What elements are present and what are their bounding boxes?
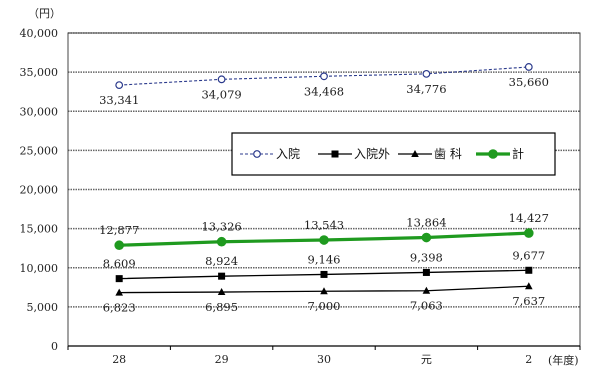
data-point-outpatient bbox=[320, 270, 328, 278]
x-tick-label: 30 bbox=[317, 353, 331, 366]
data-point-total bbox=[114, 240, 124, 251]
data-label-total: 13,864 bbox=[406, 216, 446, 230]
data-point-total bbox=[421, 232, 432, 243]
data-point-dental bbox=[525, 282, 533, 290]
data-label-inpatient: 33,341 bbox=[99, 93, 139, 107]
data-label-outpatient: 9,677 bbox=[512, 248, 545, 262]
data-point-outpatient bbox=[525, 266, 533, 274]
series-dental bbox=[115, 282, 533, 296]
data-point-total bbox=[319, 235, 329, 245]
data-label-total: 12,877 bbox=[99, 223, 139, 237]
data-point-dental bbox=[320, 287, 328, 295]
y-tick-label: 5,000 bbox=[27, 301, 59, 314]
legend-label-outpatient: 入院外 bbox=[354, 147, 390, 161]
data-point-inpatient bbox=[115, 81, 124, 90]
legend-marker-inpatient bbox=[253, 150, 261, 158]
y-tick-label: 10,000 bbox=[20, 262, 59, 275]
legend: 入院 入院外 歯 科 計 bbox=[231, 132, 556, 176]
data-point-inpatient bbox=[217, 75, 226, 84]
data-label-dental: 7,063 bbox=[410, 299, 443, 313]
data-label-dental: 6,895 bbox=[205, 300, 238, 314]
data-label-inpatient: 34,468 bbox=[304, 84, 344, 98]
data-label-dental: 6,823 bbox=[103, 301, 136, 315]
data-label-inpatient: 34,079 bbox=[201, 87, 241, 101]
data-point-inpatient bbox=[320, 72, 328, 81]
legend-marker-outpatient bbox=[331, 150, 339, 158]
series-inpatient bbox=[115, 63, 533, 90]
x-tick-label: 28 bbox=[112, 353, 126, 366]
axes: 0 5,000 10,000 15,000 20,000 25,000 30,000 35,0… bbox=[20, 27, 581, 366]
data-label-dental: 7,000 bbox=[308, 299, 341, 313]
legend-item-dental: 歯 科 bbox=[398, 147, 462, 161]
y-tick-label: 30,000 bbox=[20, 105, 59, 118]
y-tick-label: 25,000 bbox=[20, 144, 59, 157]
data-point-inpatient bbox=[524, 63, 533, 71]
legend-marker-dental bbox=[411, 150, 419, 157]
legend-item-outpatient: 入院外 bbox=[318, 147, 390, 161]
y-tick-label: 15,000 bbox=[20, 223, 59, 236]
data-point-outpatient bbox=[115, 275, 123, 283]
data-label-inpatient: 35,660 bbox=[509, 75, 549, 89]
data-point-total bbox=[216, 236, 227, 247]
data-point-inpatient bbox=[422, 69, 431, 78]
legend-marker-total bbox=[488, 149, 498, 159]
legend-label-dental: 歯 科 bbox=[434, 147, 462, 161]
series-outpatient bbox=[115, 266, 533, 283]
y-axis-unit-label: （円） bbox=[28, 7, 61, 20]
data-label-total: 13,326 bbox=[201, 220, 241, 234]
data-point-dental bbox=[217, 288, 226, 296]
legend-label-inpatient: 入院 bbox=[276, 147, 300, 161]
data-point-dental bbox=[115, 288, 123, 296]
data-point-dental bbox=[422, 286, 431, 294]
y-tick-label: 35,000 bbox=[20, 66, 59, 79]
x-axis-unit-label: (年度) bbox=[548, 353, 579, 367]
y-tick-label: 40,000 bbox=[20, 27, 59, 40]
legend-item-total: 計 bbox=[476, 146, 524, 161]
data-point-total bbox=[524, 228, 534, 238]
data-label-dental: 7,637 bbox=[512, 294, 545, 308]
y-tick-label: 20,000 bbox=[20, 184, 59, 197]
data-label-total: 14,427 bbox=[509, 211, 549, 225]
data-label-outpatient: 9,146 bbox=[308, 252, 341, 266]
y-tick-label: 0 bbox=[51, 340, 58, 353]
data-label-outpatient: 8,924 bbox=[205, 254, 238, 268]
data-label-outpatient: 9,398 bbox=[410, 250, 443, 264]
data-point-outpatient bbox=[218, 272, 226, 280]
series-total bbox=[114, 228, 534, 251]
data-label-total: 13,543 bbox=[304, 218, 344, 232]
data-point-outpatient bbox=[422, 268, 430, 276]
data-label-inpatient: 34,776 bbox=[406, 82, 446, 96]
x-tick-label: 元 bbox=[421, 353, 432, 366]
legend-label-total: 計 bbox=[512, 146, 524, 161]
legend-item-inpatient: 入院 bbox=[240, 147, 300, 161]
series-layer bbox=[114, 63, 534, 296]
x-tick-label: 2 bbox=[525, 353, 532, 366]
data-label-outpatient: 8,609 bbox=[103, 257, 136, 271]
data-labels: 33,341 34,079 34,468 34,776 35,660 12,877 13,3… bbox=[99, 75, 549, 315]
x-tick-label: 29 bbox=[215, 353, 229, 366]
